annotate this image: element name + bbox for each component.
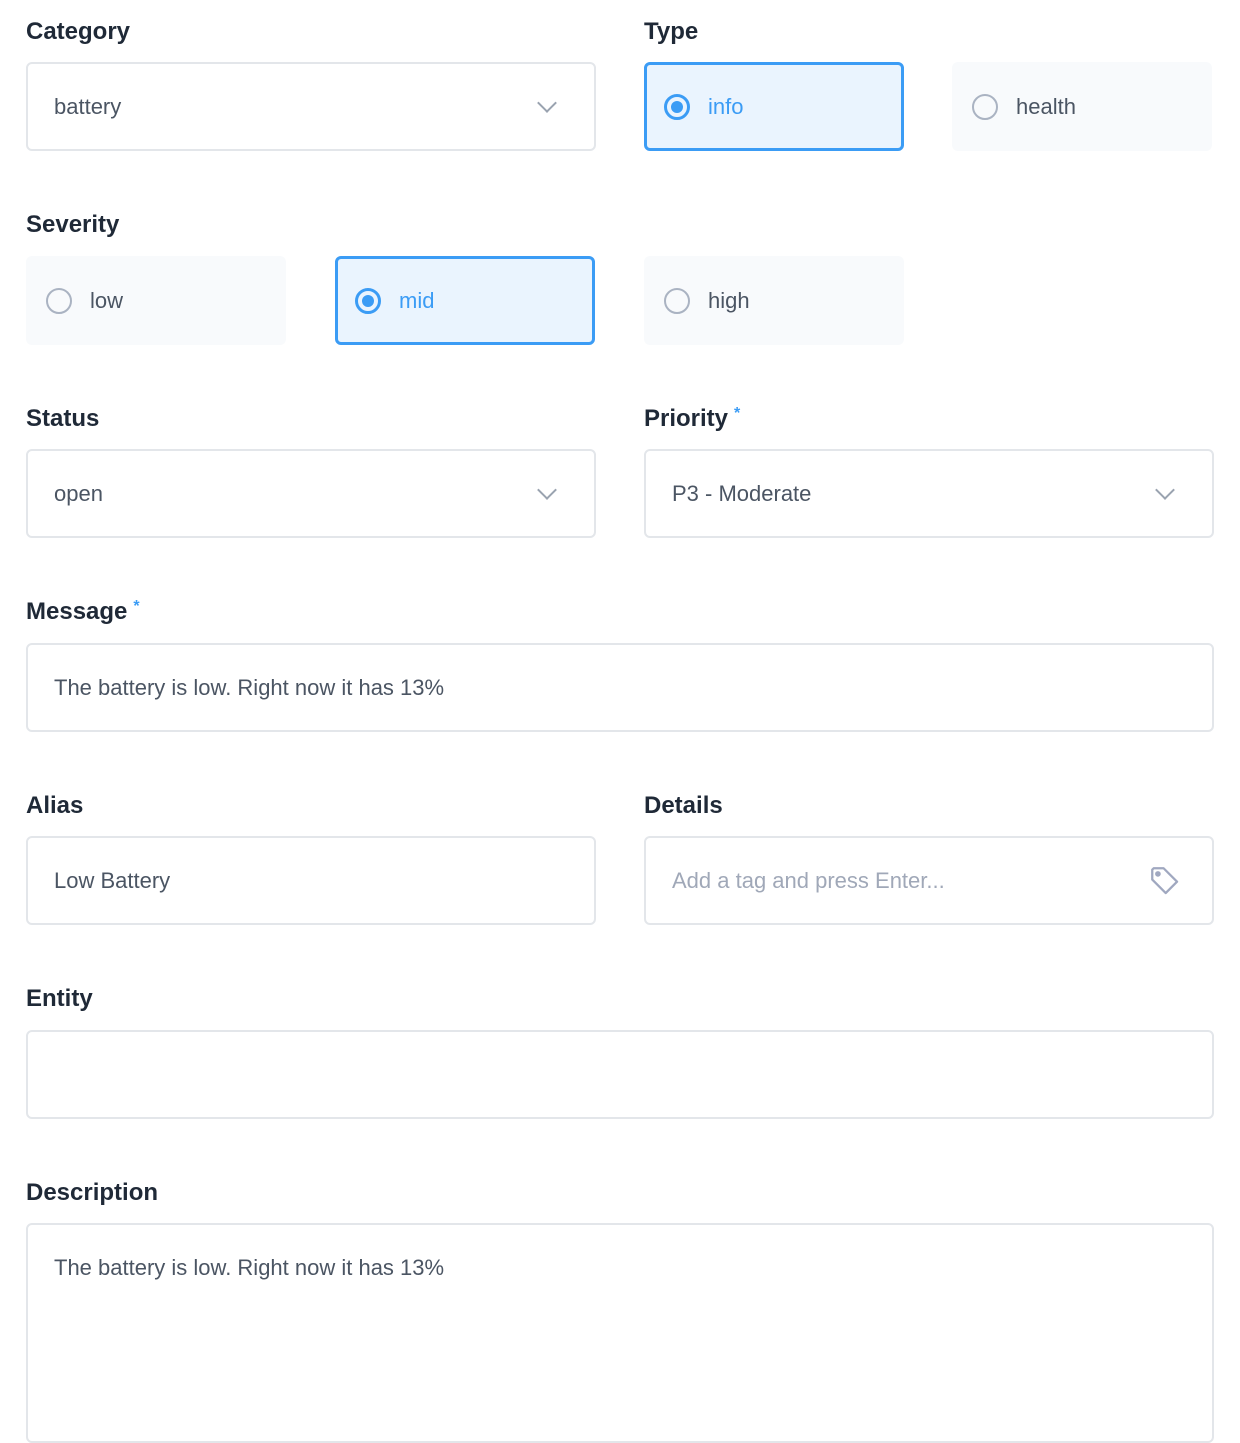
severity-option-low[interactable]: low bbox=[26, 256, 286, 345]
message-label-text: Message bbox=[26, 598, 128, 625]
details-label: Details bbox=[644, 792, 723, 819]
entity-label: Entity bbox=[26, 985, 93, 1012]
alias-input[interactable]: Low Battery bbox=[26, 836, 596, 925]
type-label: Type bbox=[644, 18, 699, 45]
details-tag-input[interactable]: Add a tag and press Enter... bbox=[644, 836, 1214, 925]
radio-unchecked-icon bbox=[972, 93, 998, 120]
radio-checked-icon bbox=[664, 93, 690, 120]
option-label: low bbox=[90, 287, 124, 313]
message-input[interactable]: The battery is low. Right now it has 13% bbox=[26, 643, 1214, 732]
chevron-down-icon bbox=[1155, 479, 1175, 500]
radio-unchecked-icon bbox=[664, 287, 690, 314]
option-label: mid bbox=[399, 287, 435, 313]
category-select[interactable]: battery bbox=[26, 62, 596, 151]
type-option-info[interactable]: info bbox=[644, 62, 904, 151]
option-label: health bbox=[1016, 93, 1076, 119]
details-placeholder: Add a tag and press Enter... bbox=[672, 867, 945, 893]
alias-value: Low Battery bbox=[54, 867, 171, 893]
chevron-down-icon bbox=[537, 479, 557, 500]
type-option-health[interactable]: health bbox=[952, 62, 1212, 151]
priority-label: Priority * bbox=[644, 405, 740, 433]
option-label: high bbox=[708, 287, 750, 313]
severity-label: Severity bbox=[26, 211, 120, 238]
radio-unchecked-icon bbox=[46, 287, 72, 314]
radio-checked-icon bbox=[355, 287, 381, 314]
status-value: open bbox=[54, 480, 103, 506]
description-textarea[interactable]: The battery is low. Right now it has 13% bbox=[26, 1223, 1214, 1443]
option-label: info bbox=[708, 93, 744, 119]
severity-option-high[interactable]: high bbox=[644, 256, 904, 345]
alias-label: Alias bbox=[26, 792, 84, 819]
priority-label-text: Priority bbox=[644, 405, 729, 432]
priority-select[interactable]: P3 - Moderate bbox=[644, 449, 1214, 538]
tag-icon bbox=[1151, 866, 1179, 894]
severity-option-mid[interactable]: mid bbox=[335, 256, 595, 345]
priority-value: P3 - Moderate bbox=[672, 480, 812, 506]
message-label: Message * bbox=[26, 598, 140, 626]
entity-input[interactable] bbox=[26, 1030, 1214, 1119]
required-marker: * bbox=[734, 405, 741, 422]
description-value: The battery is low. Right now it has 13% bbox=[54, 1255, 445, 1280]
message-value: The battery is low. Right now it has 13% bbox=[54, 674, 445, 700]
description-label: Description bbox=[26, 1179, 159, 1206]
category-value: battery bbox=[54, 93, 122, 119]
status-label: Status bbox=[26, 405, 100, 432]
chevron-down-icon bbox=[537, 92, 557, 113]
required-marker: * bbox=[133, 598, 140, 615]
category-label: Category bbox=[26, 18, 131, 45]
status-select[interactable]: open bbox=[26, 449, 596, 538]
